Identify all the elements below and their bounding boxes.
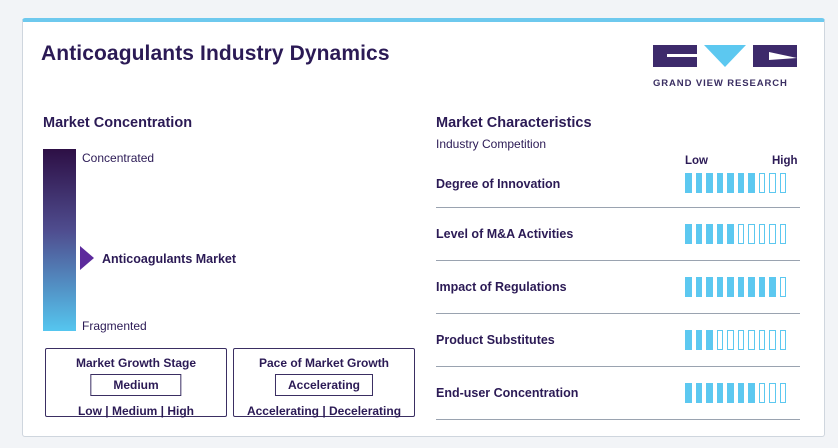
growth-stage-box: Market Growth Stage Medium Low | Medium … [45,348,227,418]
industry-dynamics-card: Anticoagulants Industry Dynamics GRAND V… [22,18,825,437]
concentration-gradient-bar [43,149,76,331]
meter-segment-empty [779,224,786,244]
meter-segment-filled [758,277,765,297]
row-divider [436,313,800,314]
row-label-end-user: End-user Concentration [436,386,579,400]
meter-segment-filled [748,383,755,403]
meter-segment-empty [758,330,765,350]
meter-segment-empty [779,330,786,350]
meter-segment-empty [758,224,765,244]
meter-segment-filled [685,277,692,297]
meter-segment-empty [779,277,786,297]
meter-segment-empty [758,173,765,193]
meter-segment-filled [695,383,702,403]
meter-segment-filled [716,277,723,297]
growth-pace-value: Accelerating [274,374,374,396]
fragmented-label: Fragmented [82,319,147,333]
meter-segment-filled [737,383,744,403]
meter-segment-filled [737,173,744,193]
meter-segment-empty [779,383,786,403]
market-concentration-title: Market Concentration [43,115,193,131]
meter-segment-filled [706,277,713,297]
row-label-regulations: Impact of Regulations [436,280,567,294]
meter-substitutes [685,330,786,350]
meter-segment-filled [685,383,692,403]
meter-segment-filled [727,224,734,244]
row-divider [436,207,800,208]
growth-pace-scale: Accelerating | Decelerating [246,404,402,418]
meter-segment-empty [748,330,755,350]
logo-text: GRAND VIEW RESEARCH [653,78,788,89]
meter-segment-empty [737,224,744,244]
meter-segment-empty [727,330,734,350]
meter-end-user [685,383,786,403]
meter-segment-filled [748,173,755,193]
meter-segment-empty [779,173,786,193]
meter-segment-empty [769,383,776,403]
meter-segment-filled [706,383,713,403]
meter-segment-empty [769,224,776,244]
meter-segment-filled [706,173,713,193]
meter-segment-empty [769,330,776,350]
row-label-mna: Level of M&A Activities [436,227,574,241]
scale-high-label: High [772,155,798,167]
row-divider [436,419,800,420]
row-label-substitutes: Product Substitutes [436,333,555,347]
meter-segment-filled [685,173,692,193]
market-name-label: Anticoagulants Market [102,252,237,266]
meter-regulations [685,277,786,297]
meter-segment-filled [685,224,692,244]
row-divider [436,366,800,367]
row-divider [436,260,800,261]
meter-segment-filled [727,383,734,403]
scale-low-label: Low [685,155,708,167]
meter-innovation [685,173,786,193]
row-label-innovation: Degree of Innovation [436,177,561,191]
meter-segment-filled [769,277,776,297]
concentrated-label: Concentrated [82,151,155,165]
meter-segment-filled [706,224,713,244]
meter-segment-filled [695,224,702,244]
meter-segment-empty [716,330,723,350]
meter-segment-filled [727,277,734,297]
market-marker-icon [80,246,94,270]
meter-segment-filled [727,173,734,193]
growth-pace-title: Pace of Market Growth [258,356,390,370]
meter-segment-filled [706,330,713,350]
meter-segment-filled [716,173,723,193]
meter-segment-filled [716,383,723,403]
growth-pace-box: Pace of Market Growth Accelerating Accel… [233,348,415,418]
industry-competition-subtitle: Industry Competition [436,137,547,151]
page-title: Anticoagulants Industry Dynamics [41,42,390,65]
meter-segment-filled [695,277,702,297]
meter-segment-filled [716,224,723,244]
meter-segment-filled [695,173,702,193]
meter-segment-filled [685,330,692,350]
meter-segment-empty [769,173,776,193]
growth-stage-value: Medium [90,374,182,396]
grand-view-research-logo [653,45,797,67]
meter-segment-empty [737,330,744,350]
meter-mna [685,224,786,244]
meter-segment-filled [737,277,744,297]
meter-segment-filled [748,277,755,297]
growth-stage-scale: Low | Medium | High [77,404,195,418]
market-characteristics-title: Market Characteristics [436,115,592,131]
growth-stage-title: Market Growth Stage [75,356,197,370]
meter-segment-filled [695,330,702,350]
meter-segment-empty [758,383,765,403]
meter-segment-empty [748,224,755,244]
